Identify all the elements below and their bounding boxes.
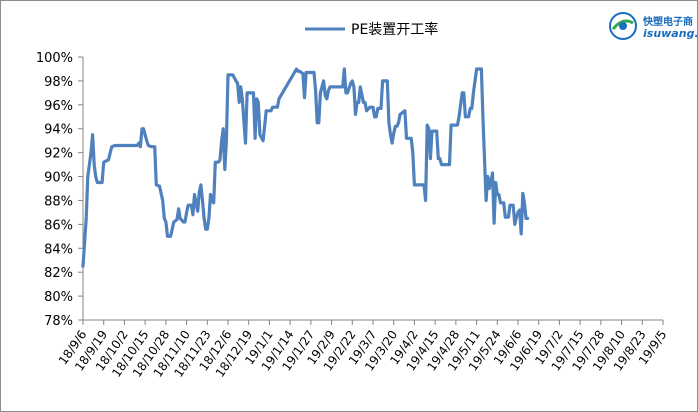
logo-icon xyxy=(609,12,637,40)
logo-text-en: isuwang.c xyxy=(643,27,698,40)
y-tick-label: 90% xyxy=(44,171,73,186)
logo-text-cn: 快塑电子商 xyxy=(643,17,693,28)
legend: PE装置开工率 xyxy=(305,21,438,38)
y-axis: 78% 80% 82% 84% 86% 88% 90% 92% 94% 96% 98% 100% xyxy=(36,51,84,329)
y-tick-label: 82% xyxy=(44,266,73,281)
y-tick-label: 78% xyxy=(44,314,73,329)
y-tick-label: 100% xyxy=(36,51,73,66)
y-tick-label: 92% xyxy=(44,147,73,162)
legend-label: PE装置开工率 xyxy=(351,21,438,38)
y-tick-label: 88% xyxy=(44,194,73,209)
x-axis: 18/9/618/9/1918/10/218/10/1518/10/2818/1… xyxy=(56,319,669,380)
y-tick-label: 86% xyxy=(44,218,73,233)
y-tick-label: 80% xyxy=(44,290,73,305)
y-tick-label: 96% xyxy=(44,99,73,114)
y-tick-label: 94% xyxy=(44,123,73,138)
brand-logo: 快塑电子商 isuwang.c xyxy=(607,7,698,47)
series-line xyxy=(81,67,530,268)
series-group xyxy=(81,67,530,268)
y-tick-label: 98% xyxy=(44,75,73,90)
y-tick-label: 84% xyxy=(44,242,73,257)
